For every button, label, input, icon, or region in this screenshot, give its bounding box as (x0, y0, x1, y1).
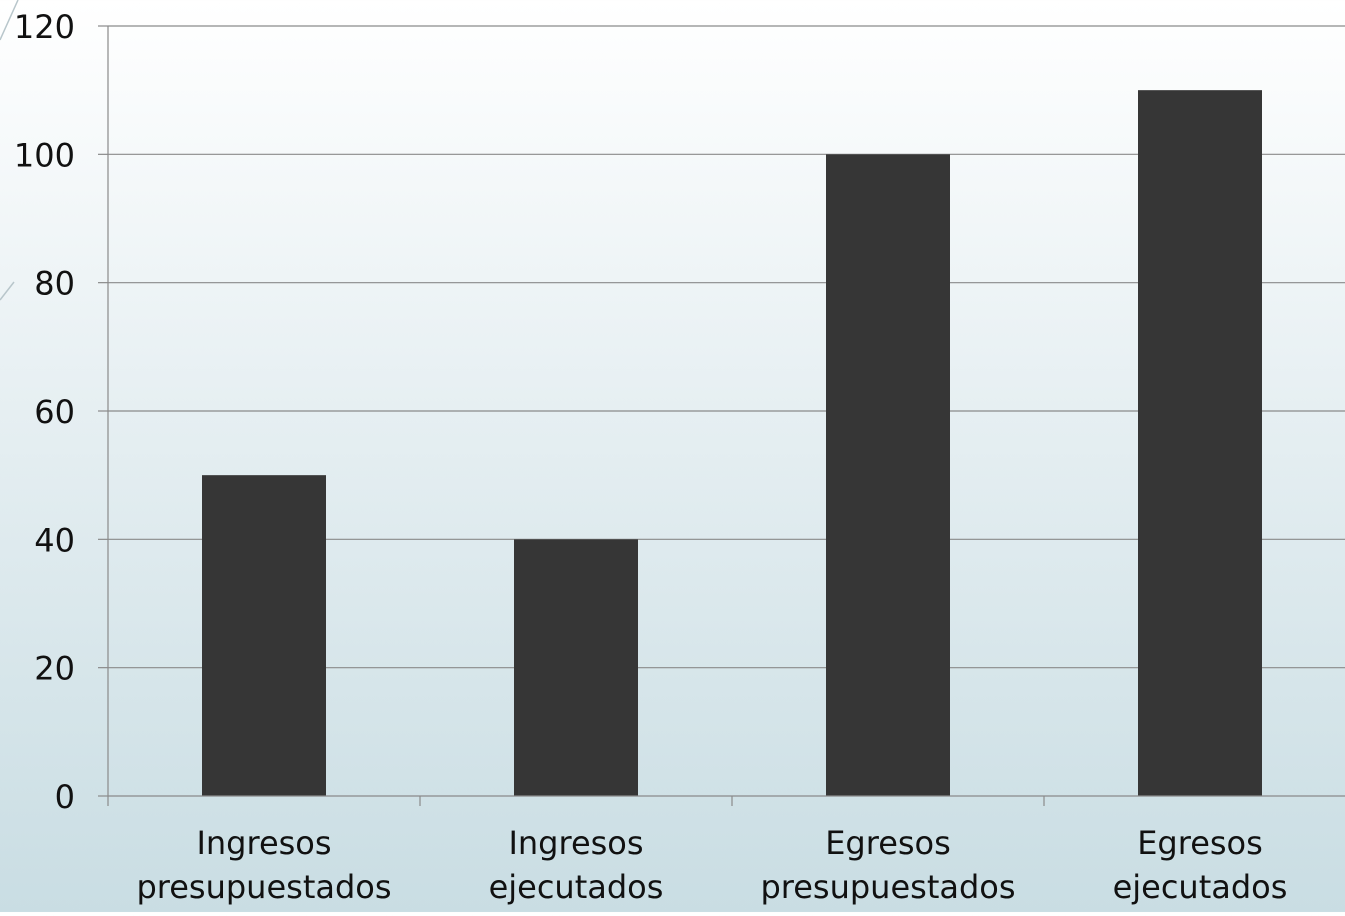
y-tick-label: 80 (34, 265, 75, 303)
bar (1138, 90, 1262, 796)
bars (202, 90, 1262, 797)
y-tick-label: 20 (34, 650, 75, 688)
slide-corner-line (0, 0, 19, 41)
y-tick-label: 0 (55, 778, 75, 816)
bar (202, 475, 326, 796)
x-tick-label: Ingresos presupuestados (136, 824, 391, 906)
y-tick-label: 100 (14, 136, 75, 174)
y-tick-label: 120 (14, 8, 75, 46)
x-tick-label: Egresos presupuestados (760, 824, 1015, 906)
x-tick-label-line: Egresos (825, 824, 951, 862)
y-tick-label: 60 (34, 393, 75, 431)
bar (514, 539, 638, 796)
x-tick-label-line: Ingresos (508, 824, 643, 862)
slide-decoration (0, 0, 19, 301)
x-tick-label-line: Ingresos (196, 824, 331, 862)
y-axis-ticks: 0 20 40 60 80 100 120 (14, 8, 108, 816)
x-tick-label: Egresos ejecutados (1113, 824, 1288, 906)
x-tick-label-line: Egresos (1137, 824, 1263, 862)
x-axis-ticks: Ingresos presupuestados Ingresos ejecutados… (107, 796, 1288, 906)
x-tick-label-line: ejecutados (1113, 868, 1288, 906)
y-tick-label: 40 (34, 521, 75, 559)
bar (826, 154, 950, 797)
x-tick-label: Ingresos ejecutados (489, 824, 664, 906)
x-tick-label-line: presupuestados (760, 868, 1015, 906)
x-tick-label-line: ejecutados (489, 868, 664, 906)
x-tick-label-line: presupuestados (136, 868, 391, 906)
slide-side-line (0, 281, 15, 301)
